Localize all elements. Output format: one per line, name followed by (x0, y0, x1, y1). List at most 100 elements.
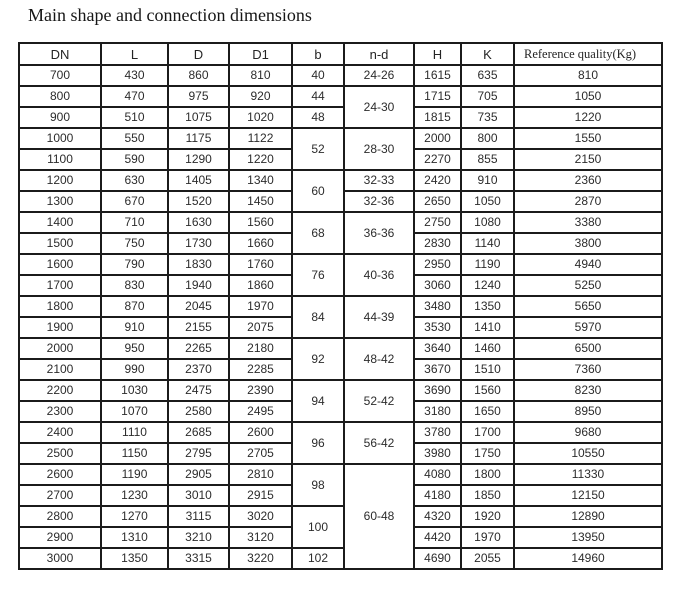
cell-h: 1815 (413, 106, 462, 129)
table-row: 800 470 975 920 44 24-30 1715 705 1050 (18, 85, 663, 129)
cell-d1: 2495 (228, 400, 293, 423)
cell-d1: 2915 (228, 484, 293, 507)
cell-d1: 2705 (228, 442, 293, 465)
cell-dn: 1300 (18, 190, 102, 213)
cell-k: 855 (460, 148, 515, 171)
cell-dn: 2800 (18, 505, 102, 528)
cell-ref: 1050 (513, 85, 663, 108)
cell-k: 910 (460, 169, 515, 192)
cell-k: 800 (460, 127, 515, 150)
cell-d: 2155 (167, 316, 230, 339)
table-row: 2800 1270 3115 3020 100 4320 1920 12890 (18, 505, 663, 549)
cell-nd: 32-33 (343, 169, 415, 192)
cell-nd: 60-48 (343, 463, 415, 570)
cell-k: 1970 (460, 526, 515, 549)
cell-d: 2370 (167, 358, 230, 381)
cell-d1: 1860 (228, 274, 293, 297)
cell-h: 3180 (413, 400, 462, 423)
cell-h: 3670 (413, 358, 462, 381)
cell-d1: 1970 (228, 295, 293, 318)
cell-d: 3115 (167, 505, 230, 528)
cell-k: 1560 (460, 379, 515, 402)
cell-dn: 900 (18, 106, 102, 129)
table-row: 1600 790 1830 1760 76 40-36 2950 1190 4940 (18, 253, 663, 297)
table-row: 1900 910 2155 2075 3530 1410 5970 (18, 316, 663, 339)
cell-k: 635 (460, 64, 515, 87)
cell-d1: 2390 (228, 379, 293, 402)
cell-b: 94 (291, 379, 345, 423)
cell-ref: 6500 (513, 337, 663, 360)
cell-k: 1700 (460, 421, 515, 444)
cell-d1: 1560 (228, 211, 293, 234)
cell-b: 40 (291, 64, 345, 87)
cell-b: 52 (291, 127, 345, 171)
cell-d: 3315 (167, 547, 230, 570)
cell-k: 1080 (460, 211, 515, 234)
cell-k: 1410 (460, 316, 515, 339)
cell-d: 975 (167, 85, 230, 108)
cell-ref: 5250 (513, 274, 663, 297)
column-header-d1: D1 (228, 42, 293, 66)
cell-nd: 36-36 (343, 211, 415, 255)
table-row: 1100 590 1290 1220 2270 855 2150 (18, 148, 663, 171)
table-row: 3000 1350 3315 3220 102 4690 2055 14960 (18, 547, 663, 570)
cell-d: 1520 (167, 190, 230, 213)
cell-d1: 1020 (228, 106, 293, 129)
column-header-d: D (167, 42, 230, 66)
cell-h: 2750 (413, 211, 462, 234)
cell-d: 3010 (167, 484, 230, 507)
cell-k: 1350 (460, 295, 515, 318)
cell-d: 860 (167, 64, 230, 87)
cell-ref: 8230 (513, 379, 663, 402)
table-row: 2900 1310 3210 3120 4420 1970 13950 (18, 526, 663, 549)
cell-dn: 1000 (18, 127, 102, 150)
cell-nd: 28-30 (343, 127, 415, 171)
cell-d1: 2180 (228, 337, 293, 360)
cell-d: 2685 (167, 421, 230, 444)
cell-ref: 11330 (513, 463, 663, 486)
cell-k: 1650 (460, 400, 515, 423)
cell-l: 1070 (100, 400, 169, 423)
cell-d1: 2285 (228, 358, 293, 381)
column-header-b: b (291, 42, 345, 66)
cell-dn: 800 (18, 85, 102, 108)
cell-dn: 2100 (18, 358, 102, 381)
column-header-dn: DN (18, 42, 102, 66)
table-row: 2200 1030 2475 2390 94 52-42 3690 1560 8230 (18, 379, 663, 423)
cell-l: 470 (100, 85, 169, 108)
cell-k: 1460 (460, 337, 515, 360)
cell-ref: 13950 (513, 526, 663, 549)
cell-dn: 1200 (18, 169, 102, 192)
cell-d: 1405 (167, 169, 230, 192)
dimensions-table: DN L D D1 b n-d H K Reference quality(Kg… (18, 42, 663, 570)
table-header-row: DN L D D1 b n-d H K Reference quality(Kg… (18, 42, 663, 66)
table-row: 2600 1190 2905 2810 98 60-48 4080 1800 11330 (18, 463, 663, 570)
cell-h: 3060 (413, 274, 462, 297)
column-header-l: L (100, 42, 169, 66)
cell-ref: 810 (513, 64, 663, 87)
cell-k: 1920 (460, 505, 515, 528)
cell-d1: 920 (228, 85, 293, 108)
cell-h: 3480 (413, 295, 462, 318)
cell-d1: 2600 (228, 421, 293, 444)
table-row: 2700 1230 3010 2915 4180 1850 12150 (18, 484, 663, 507)
cell-l: 630 (100, 169, 169, 192)
cell-dn: 1500 (18, 232, 102, 255)
table-row: 1000 550 1175 1122 52 28-30 2000 800 1550 (18, 127, 663, 171)
cell-nd: 56-42 (343, 421, 415, 465)
cell-dn: 2200 (18, 379, 102, 402)
cell-d: 1730 (167, 232, 230, 255)
cell-dn: 3000 (18, 547, 102, 570)
cell-dn: 1800 (18, 295, 102, 318)
cell-l: 670 (100, 190, 169, 213)
cell-l: 870 (100, 295, 169, 318)
table-row: 1400 710 1630 1560 68 36-36 2750 1080 3380 (18, 211, 663, 255)
cell-b: 100 (291, 505, 345, 549)
cell-dn: 2300 (18, 400, 102, 423)
cell-l: 1350 (100, 547, 169, 570)
cell-ref: 14960 (513, 547, 663, 570)
cell-nd: 24-30 (343, 85, 415, 129)
cell-b: 44 (291, 85, 345, 108)
cell-dn: 2600 (18, 463, 102, 486)
